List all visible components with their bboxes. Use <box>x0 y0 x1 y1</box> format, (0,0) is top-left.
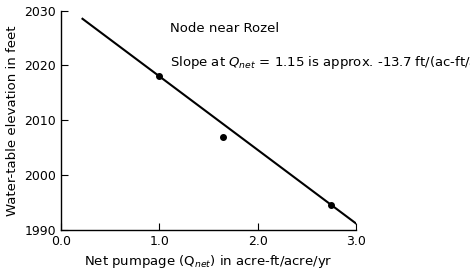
X-axis label: Net pumpage (Q$_{net}$) in acre-ft/acre/yr: Net pumpage (Q$_{net}$) in acre-ft/acre/… <box>84 253 333 270</box>
Y-axis label: Water-table elevation in feet: Water-table elevation in feet <box>6 25 18 216</box>
Text: Node near Rozel: Node near Rozel <box>170 22 279 34</box>
Text: Slope at $Q_{net}$ = 1.15 is approx. -13.7 ft/(ac-ft/ac/yr): Slope at $Q_{net}$ = 1.15 is approx. -13… <box>170 54 470 71</box>
